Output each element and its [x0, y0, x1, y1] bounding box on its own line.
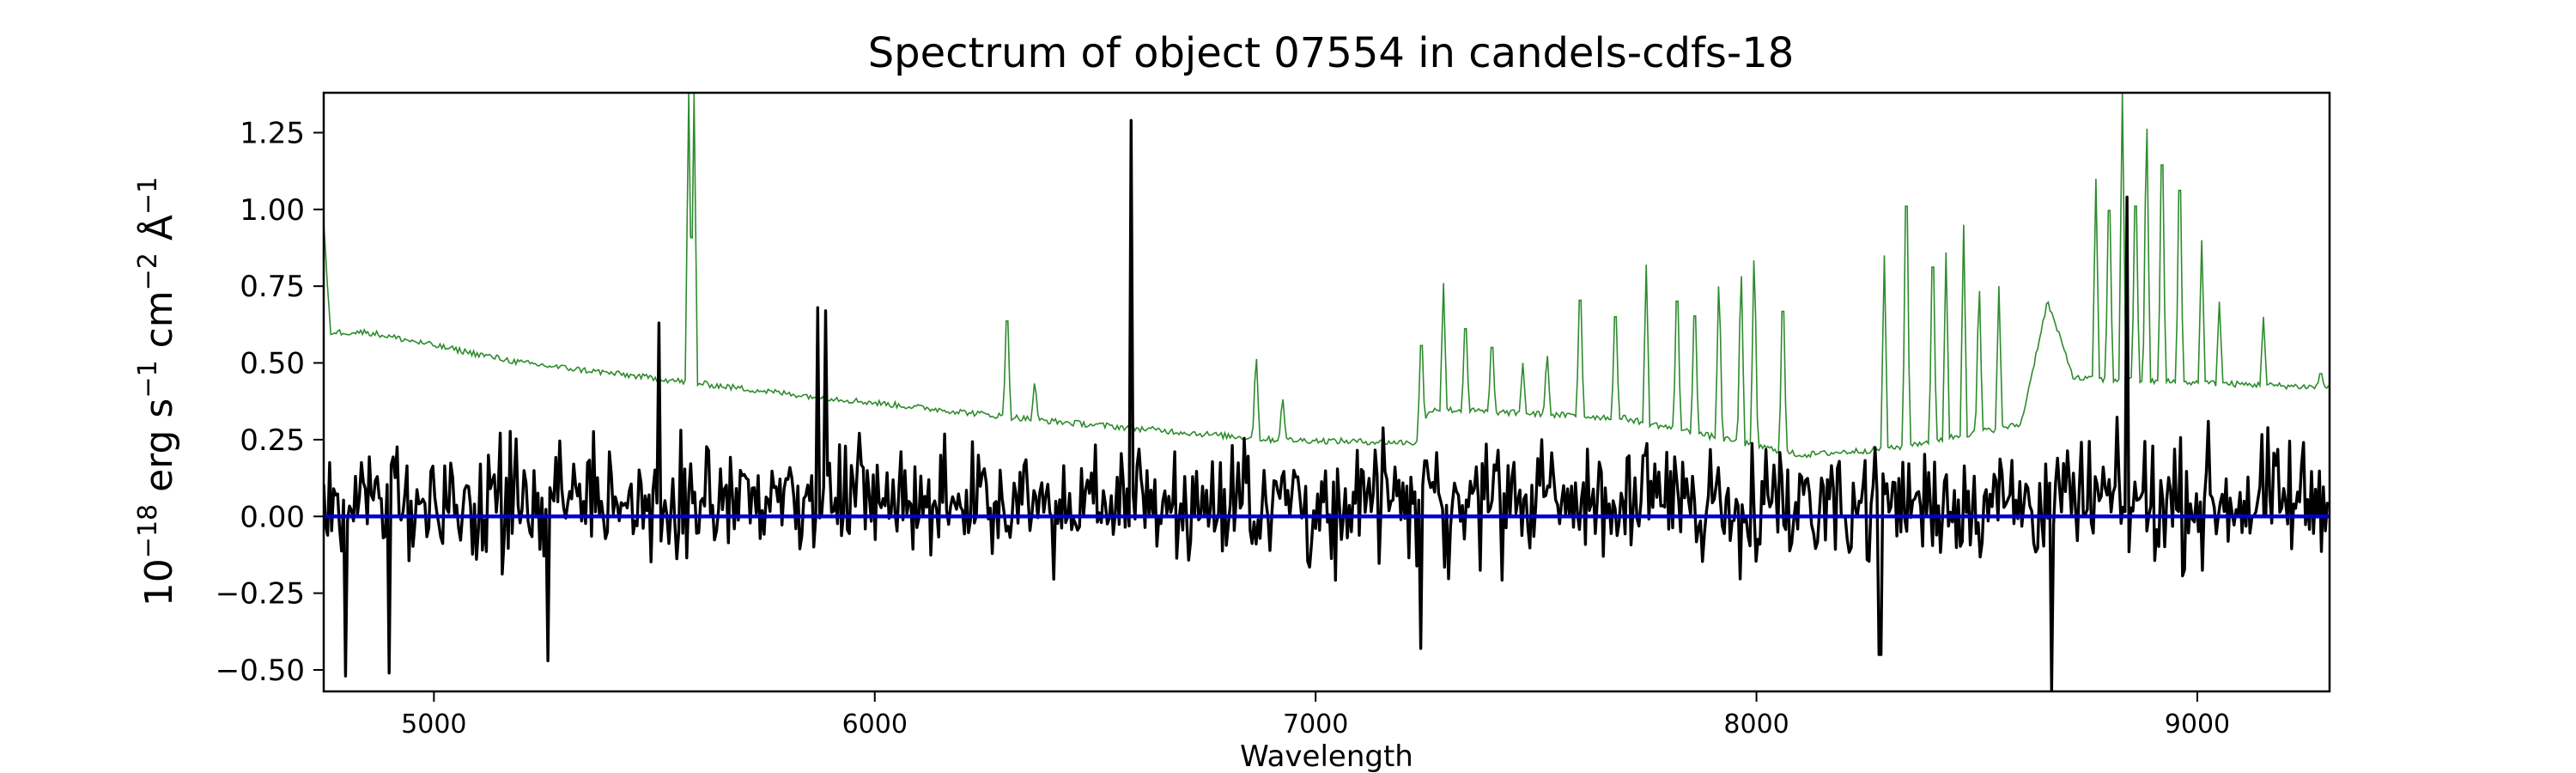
x-axis-label: Wavelength: [1240, 740, 1413, 773]
error-spectrum-path: [324, 93, 2330, 459]
plot-frame: [322, 91, 2331, 693]
y-tick-label: −0.25: [216, 577, 305, 612]
x-axis: 5000 6000 7000 8000 9000: [401, 691, 2230, 740]
chart-title: Spectrum of object 07554 in candels-cdfs…: [868, 29, 1795, 77]
y-label-exp-3: −2: [133, 253, 163, 290]
plot-area: [324, 93, 2330, 691]
x-tick-label: 5000: [401, 709, 466, 740]
y-tick-label: 0.00: [240, 500, 305, 534]
y-label-unit-1: erg s: [137, 399, 181, 504]
y-tick-label: 1.00: [240, 193, 305, 228]
y-label-exp-1: −18: [133, 504, 163, 558]
y-label-base: 10: [137, 558, 181, 606]
y-label-exp-2: −1: [133, 360, 163, 398]
y-tick-label: −0.50: [216, 654, 305, 688]
y-label-unit-2: cm: [137, 290, 181, 360]
error-spectrum-line: [324, 93, 2330, 459]
x-tick-label: 6000: [842, 709, 908, 740]
flux-spectrum-path: [324, 119, 2330, 691]
y-tick-label: 0.75: [240, 270, 305, 304]
x-tick-label: 8000: [1723, 709, 1789, 740]
flux-spectrum-line: [324, 119, 2330, 691]
y-tick-label: 1.25: [240, 116, 305, 150]
y-axis: −0.50 −0.25 0.00 0.25 0.50 0.75 1.00 1.25: [216, 116, 324, 688]
y-label-unit-3: Å: [136, 215, 181, 253]
y-axis-label: 10−18 erg s−1 cm−2 Å−1: [133, 177, 181, 606]
y-label-exp-4: −1: [133, 177, 163, 215]
x-tick-label: 9000: [2165, 709, 2230, 740]
y-tick-label: 0.50: [240, 347, 305, 381]
x-tick-label: 7000: [1283, 709, 1348, 740]
y-tick-label: 0.25: [240, 423, 305, 458]
